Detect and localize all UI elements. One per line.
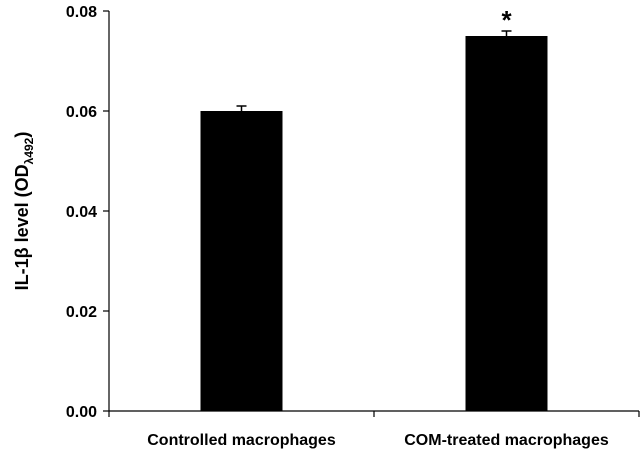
y-tick-label: 0.00 bbox=[66, 404, 97, 421]
bars: * bbox=[200, 5, 548, 411]
y-ticks: 0.00 0.02 0.04 0.06 0.08 bbox=[66, 4, 109, 421]
y-tick-label: 0.02 bbox=[66, 304, 97, 321]
y-tick-label: 0.04 bbox=[66, 204, 97, 221]
bar bbox=[465, 36, 548, 411]
bar bbox=[200, 111, 283, 411]
x-categories: Controlled macrophages COM-treated macrop… bbox=[108, 411, 640, 449]
x-category-label: Controlled macrophages bbox=[147, 432, 336, 449]
significance-marker: * bbox=[501, 5, 512, 35]
y-axis-title-subscript: λ492 bbox=[22, 137, 36, 164]
x-category-label: COM-treated macrophages bbox=[404, 432, 609, 449]
y-axis-title-close: ) bbox=[12, 132, 32, 138]
y-tick-label: 0.08 bbox=[66, 4, 97, 21]
axes bbox=[108, 11, 639, 412]
y-axis-title-main: IL-1β level (OD bbox=[12, 164, 32, 290]
y-axis-title: IL-1β level (ODλ492) bbox=[12, 132, 36, 291]
y-tick-label: 0.06 bbox=[66, 104, 97, 121]
